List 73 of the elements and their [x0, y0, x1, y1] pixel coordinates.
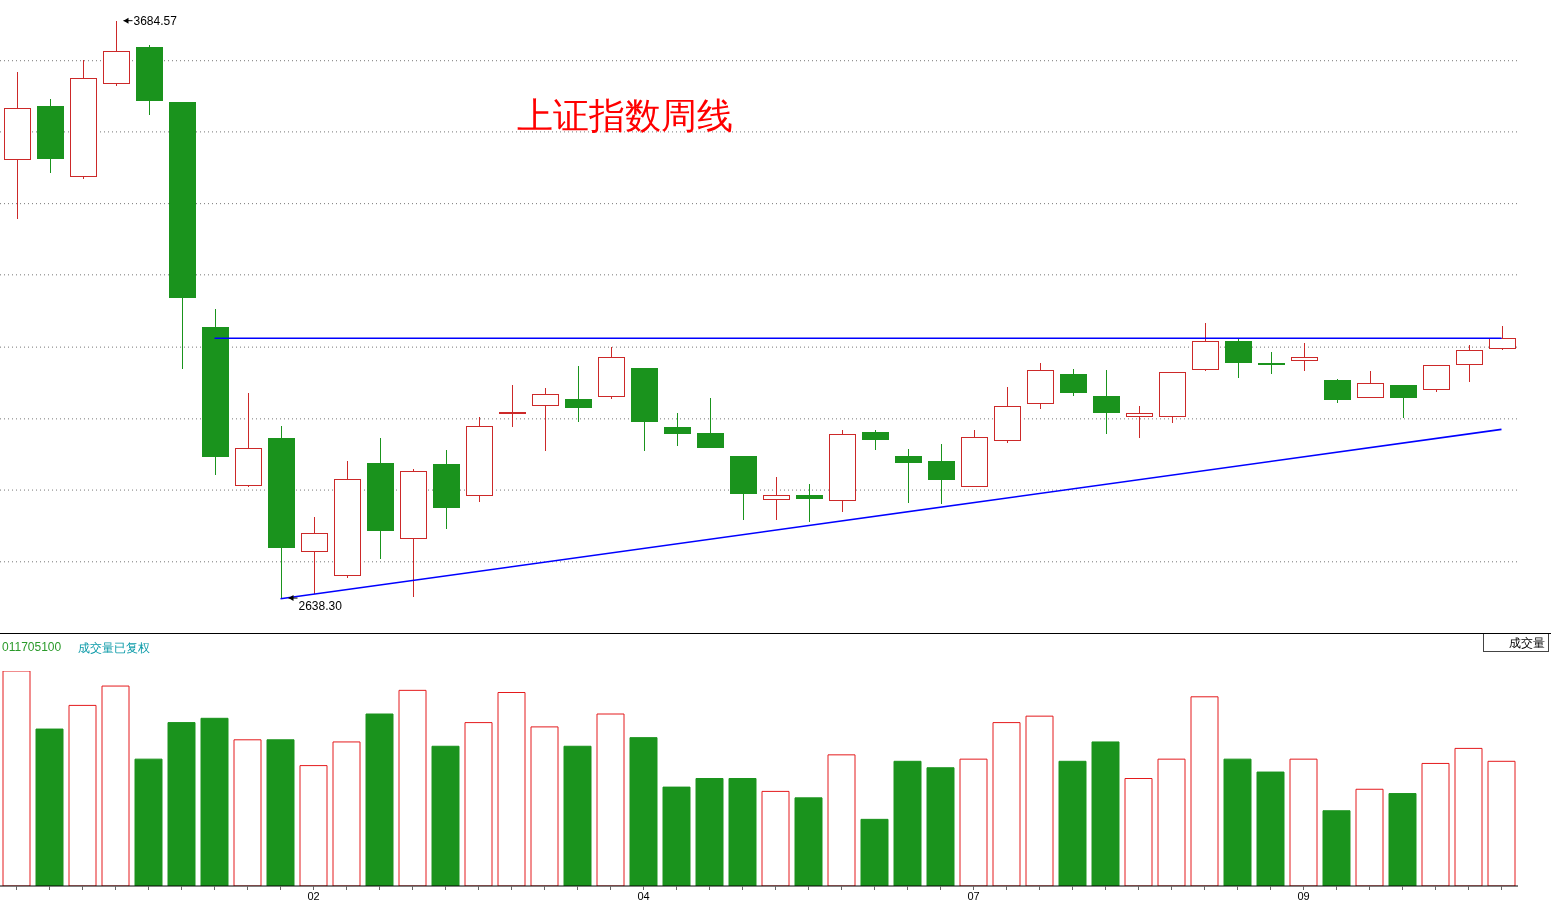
candlestick: [763, 476, 790, 521]
text: 成交量: [1483, 634, 1549, 652]
candlestick: [301, 516, 328, 595]
bar: [1322, 810, 1351, 886]
candlestick: [499, 384, 526, 428]
bar: [266, 739, 295, 886]
bar: [1058, 760, 1087, 886]
bar: [1157, 758, 1186, 886]
bar: [596, 713, 625, 886]
bar: [860, 818, 889, 886]
bar: [530, 726, 559, 886]
bar: [1487, 760, 1516, 886]
bar: [761, 790, 790, 886]
candlestick: [565, 365, 592, 423]
bar: [728, 778, 757, 886]
bar: [1289, 758, 1318, 886]
bar: [299, 765, 328, 886]
bar: [1091, 741, 1120, 886]
bar: [101, 685, 130, 886]
bar: [959, 758, 988, 886]
text: 011705100: [2, 640, 62, 654]
bar: [1388, 793, 1417, 886]
bar: [431, 745, 460, 886]
candlestick: [433, 449, 460, 530]
candlestick: [1225, 338, 1252, 379]
bar: [827, 754, 856, 886]
bar: [1025, 715, 1054, 886]
bar: [35, 728, 64, 886]
bar: [1190, 696, 1219, 886]
bar: [134, 758, 163, 886]
candlestick: [367, 437, 394, 560]
x-tick-label: 04: [637, 889, 650, 902]
candlestick: [664, 412, 691, 447]
bar: [464, 722, 493, 886]
x-tick-label: 07: [967, 889, 980, 902]
bar: [629, 737, 658, 886]
candlestick: [829, 429, 856, 513]
text: 成交量已复权: [78, 640, 150, 657]
bar: [200, 717, 229, 886]
annotation: 3684.57: [133, 13, 178, 28]
bar: [893, 760, 922, 886]
candlestick: [1291, 342, 1318, 372]
x-tick-label: 09: [1297, 889, 1310, 902]
candlestick: [4, 71, 31, 220]
candlestick: [334, 460, 361, 579]
candlestick: [70, 59, 97, 180]
bar: [398, 689, 427, 886]
x-tick-label: 02: [307, 889, 320, 902]
bar: [167, 722, 196, 886]
candlestick: [1093, 369, 1120, 435]
bar: [68, 704, 97, 886]
candlestick: [928, 443, 955, 505]
bar: [233, 739, 262, 886]
bar: [695, 778, 724, 886]
candlestick: [202, 308, 229, 476]
candlestick: [796, 483, 823, 523]
bar: [1124, 778, 1153, 886]
bar: [1454, 747, 1483, 886]
text: 上证指数周线: [517, 95, 733, 138]
bar: [992, 722, 1021, 886]
candlestick: [1489, 325, 1516, 350]
bar: [365, 713, 394, 886]
annotation: 2638.30: [298, 599, 343, 614]
bar: [563, 745, 592, 886]
bar: [1223, 758, 1252, 886]
bar: [926, 767, 955, 886]
bar: [1355, 788, 1384, 886]
bar: [1256, 771, 1285, 886]
bar: [497, 692, 526, 886]
bar: [662, 786, 691, 886]
bar: [1421, 762, 1450, 886]
bar: [332, 741, 361, 886]
bar: [794, 797, 823, 886]
